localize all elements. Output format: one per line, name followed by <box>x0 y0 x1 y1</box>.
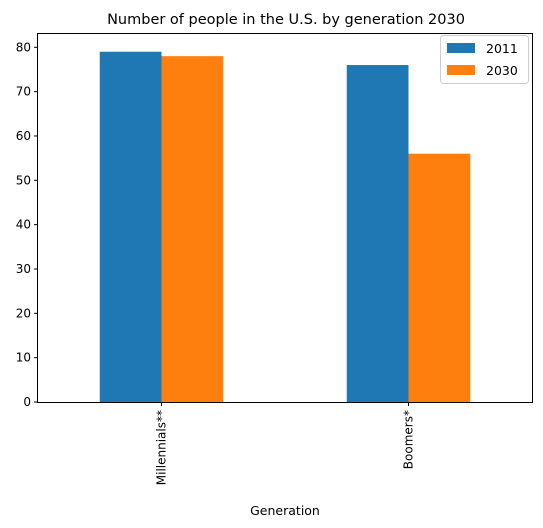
legend-swatch-2030 <box>447 65 475 75</box>
y-axis: 0 10 20 30 40 50 60 70 80 <box>16 40 38 409</box>
bar-2030-millennials <box>161 56 224 403</box>
y-tick-label: 10 <box>16 351 31 365</box>
bar-2011-boomers <box>346 65 409 403</box>
legend: 2011 2030 <box>440 35 529 84</box>
y-tick-label: 60 <box>16 129 31 143</box>
y-tick-label: 30 <box>16 262 31 276</box>
chart-title: Number of people in the U.S. by generati… <box>107 12 465 28</box>
x-tick-label: Boomers* <box>402 410 416 469</box>
plot-frame <box>37 33 533 403</box>
legend-swatch-2011 <box>447 43 475 53</box>
y-tick-label: 40 <box>16 218 31 232</box>
legend-label-2011: 2011 <box>486 41 518 56</box>
bar-2011-millennials <box>99 51 162 403</box>
bars-layer <box>99 51 471 403</box>
x-tick-label: Millennials** <box>155 410 169 485</box>
bar-2030-boomers <box>408 153 471 402</box>
y-tick-label: 50 <box>16 173 31 187</box>
y-tick-label: 0 <box>23 395 31 409</box>
y-tick-label: 80 <box>16 40 31 54</box>
y-tick-label: 70 <box>16 85 31 99</box>
legend-label-2030: 2030 <box>486 63 518 78</box>
y-tick-label: 20 <box>16 306 31 320</box>
x-axis-title: Generation <box>250 503 320 518</box>
